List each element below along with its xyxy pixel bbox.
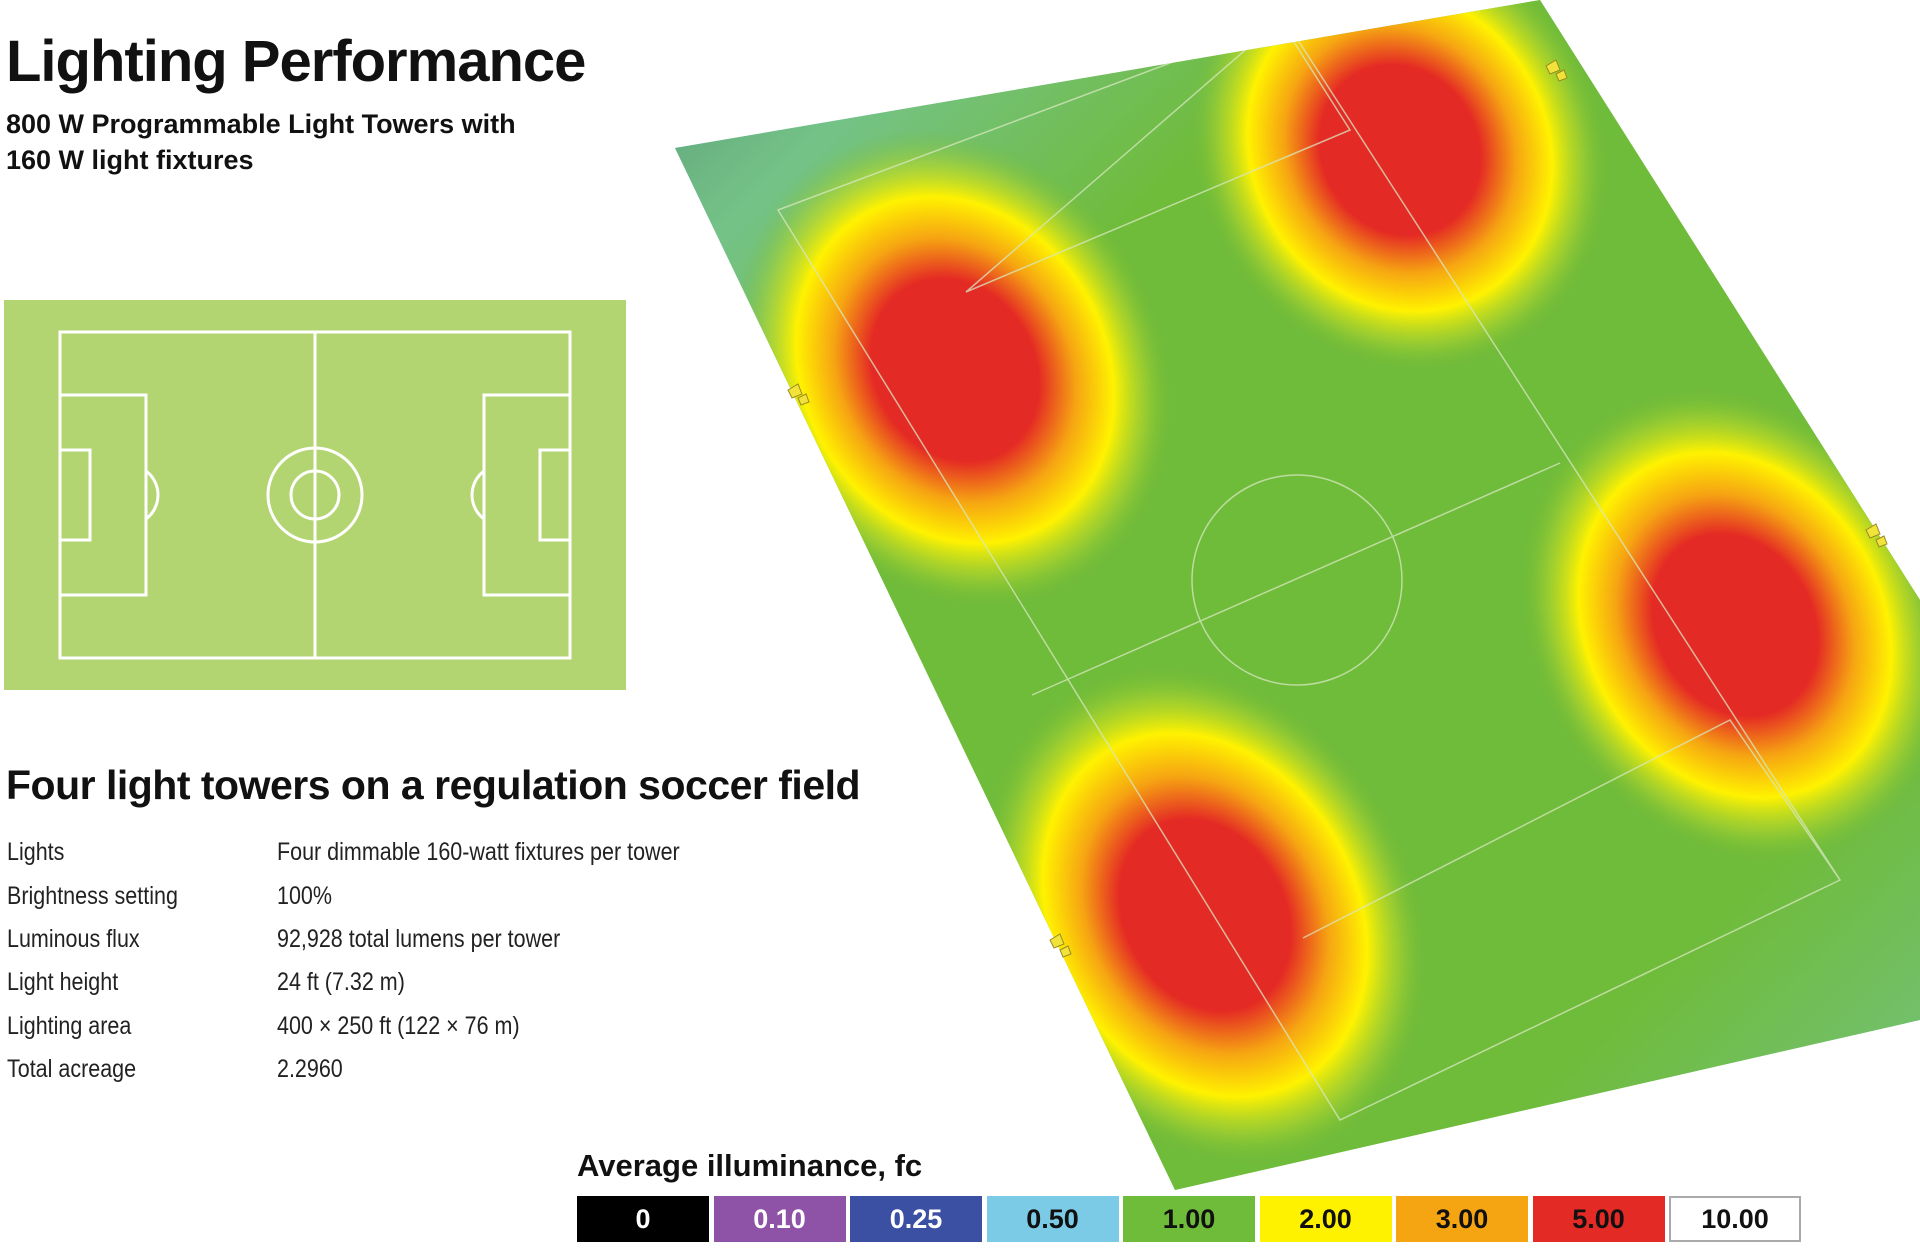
illuminance-heatmap <box>675 0 1920 1190</box>
spec-label: Lights <box>7 838 65 867</box>
soccer-field-diagram <box>4 300 626 690</box>
spec-label: Luminous flux <box>7 924 140 953</box>
left-goal-box <box>58 448 92 542</box>
legend-swatch: 0.50 <box>986 1196 1119 1242</box>
legend-swatch: 0.25 <box>850 1196 982 1242</box>
field-markings <box>58 330 572 660</box>
center-circle <box>266 446 364 544</box>
page-subtitle: 800 W Programmable Light Towers with 160… <box>6 109 516 175</box>
center-inner-circle <box>289 469 341 521</box>
spec-row: Luminous flux 92,928 total lumens per to… <box>7 918 807 961</box>
spec-value: 400 × 250 ft (122 × 76 m) <box>277 1011 520 1040</box>
legend-swatch: 3.00 <box>1396 1196 1528 1242</box>
right-goal-box <box>538 448 572 542</box>
legend-swatch: 5.00 <box>1532 1196 1665 1242</box>
spec-value: Four dimmable 160-watt fixtures per towe… <box>277 838 680 867</box>
spec-value: 2.2960 <box>277 1055 343 1084</box>
legend-swatch: 1.00 <box>1123 1196 1255 1242</box>
legend-swatch: 2.00 <box>1259 1196 1392 1242</box>
left-penalty-arc <box>145 469 160 521</box>
legend-swatch: 0.10 <box>713 1196 846 1242</box>
light-fixture-icon <box>787 59 1888 958</box>
spec-label: Light height <box>7 968 119 997</box>
hotspot-bottom-right <box>1517 385 1920 865</box>
spec-value: 24 ft (7.32 m) <box>277 968 405 997</box>
spec-value: 92,928 total lumens per tower <box>277 924 561 953</box>
spec-label: Total acreage <box>7 1055 137 1084</box>
spec-row: Lighting area 400 × 250 ft (122 × 76 m) <box>7 1005 807 1048</box>
spec-label: Lighting area <box>7 1011 132 1040</box>
spec-value: 100% <box>277 881 332 910</box>
illuminance-legend: 0 0.10 0.25 0.50 1.00 2.00 3.00 5.00 10.00 <box>577 1196 1806 1242</box>
legend-title: Average illuminance, fc <box>577 1148 923 1183</box>
spec-row: Lights Four dimmable 160-watt fixtures p… <box>7 831 807 874</box>
page-title: Lighting Performance <box>6 29 586 94</box>
spec-row: Light height 24 ft (7.32 m) <box>7 961 807 1004</box>
spec-label: Brightness setting <box>7 881 178 910</box>
spec-row: Brightness setting 100% <box>7 874 807 917</box>
legend-swatch: 0 <box>577 1196 709 1242</box>
field-lines-overlay <box>776 18 1842 1121</box>
spec-table: Lights Four dimmable 160-watt fixtures p… <box>7 831 807 1091</box>
legend-swatch: 10.00 <box>1669 1196 1801 1242</box>
right-penalty-arc <box>470 469 485 521</box>
spec-row: Total acreage 2.2960 <box>7 1048 807 1091</box>
section-heading: Four light towers on a regulation soccer… <box>6 762 861 808</box>
